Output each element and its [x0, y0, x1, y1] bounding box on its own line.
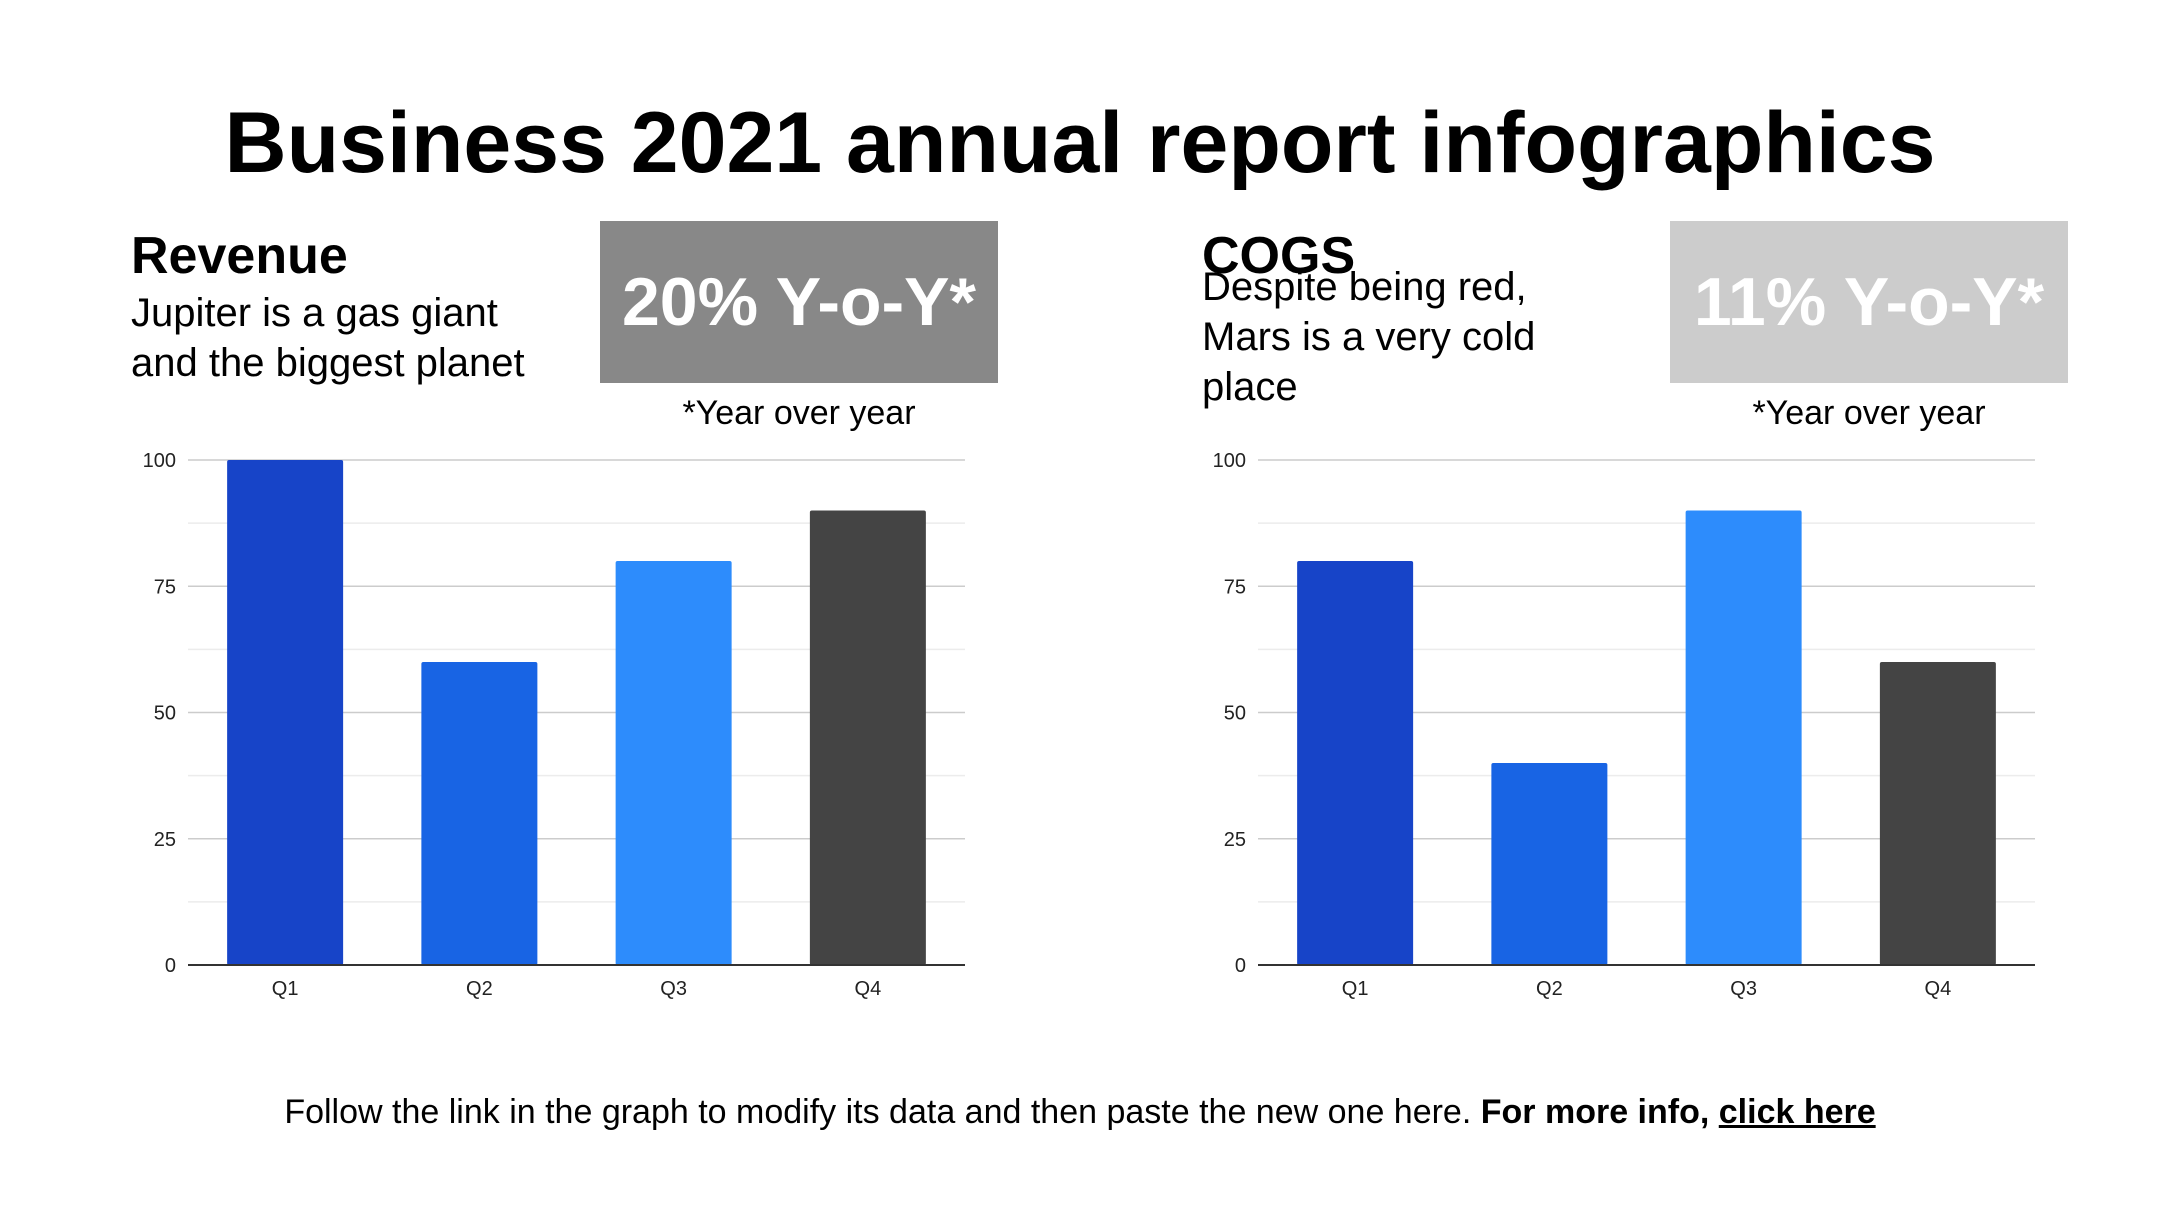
x-tick-label: Q1	[272, 978, 299, 1000]
cogs-description: Despite being red, Mars is a very cold p…	[1202, 265, 1536, 409]
page-title: Business 2021 annual report infographics	[224, 95, 1936, 191]
y-tick-label: 25	[154, 829, 176, 851]
bar-q1	[227, 460, 344, 965]
x-tick-label: Q3	[1730, 978, 1757, 1000]
x-tick-label: Q1	[1342, 978, 1369, 1000]
y-tick-label: 100	[1213, 450, 1246, 472]
revenue-heading: Revenue	[131, 227, 348, 285]
bar-q3	[1685, 510, 1802, 965]
footer-bold-text: For more info,	[1480, 1093, 1710, 1131]
bar-q2	[421, 662, 538, 965]
bar-q1	[1297, 561, 1414, 965]
revenue-yoy-value: 20% Y-o-Y*	[621, 264, 976, 340]
cogs-bar-chart: 0 25 50 75 100 Q1 Q2 Q3 Q4	[1213, 450, 2035, 1000]
revenue-bar-chart: 0 25 50 75 100 Q1 Q2 Q3 Q4	[143, 450, 965, 1000]
revenue-description: Jupiter is a gas giant and the biggest p…	[131, 291, 525, 385]
revenue-yoy-box: 20% Y-o-Y*	[600, 221, 998, 383]
cogs-yoy-note: *Year over year	[1752, 394, 1986, 432]
footer-text: Follow the link in the graph to modify i…	[284, 1093, 1472, 1131]
y-tick-label: 0	[165, 955, 176, 977]
revenue-yoy-note: *Year over year	[682, 394, 916, 432]
x-tick-label: Q4	[855, 978, 882, 1000]
x-tick-label: Q2	[466, 978, 493, 1000]
y-tick-label: 25	[1224, 829, 1246, 851]
y-tick-label: 50	[1224, 703, 1246, 725]
bar-q2	[1491, 763, 1608, 965]
y-tick-label: 75	[1224, 576, 1246, 598]
y-tick-label: 50	[154, 703, 176, 725]
cogs-yoy-box: 11% Y-o-Y*	[1670, 221, 2068, 383]
y-tick-label: 75	[154, 576, 176, 598]
x-tick-label: Q2	[1536, 978, 1563, 1000]
footer-note: Follow the link in the graph to modify i…	[0, 1090, 2160, 1134]
y-tick-label: 100	[143, 450, 176, 472]
x-tick-label: Q3	[660, 978, 687, 1000]
cogs-heading: COGS	[1202, 227, 1356, 285]
click-here-link[interactable]: click here	[1718, 1093, 1876, 1131]
bar-q4	[1879, 662, 1996, 965]
bar-q4	[809, 510, 926, 965]
y-tick-label: 0	[1235, 955, 1246, 977]
x-tick-label: Q4	[1925, 978, 1952, 1000]
cogs-yoy-value: 11% Y-o-Y*	[1693, 264, 2045, 340]
bar-q3	[615, 561, 732, 965]
